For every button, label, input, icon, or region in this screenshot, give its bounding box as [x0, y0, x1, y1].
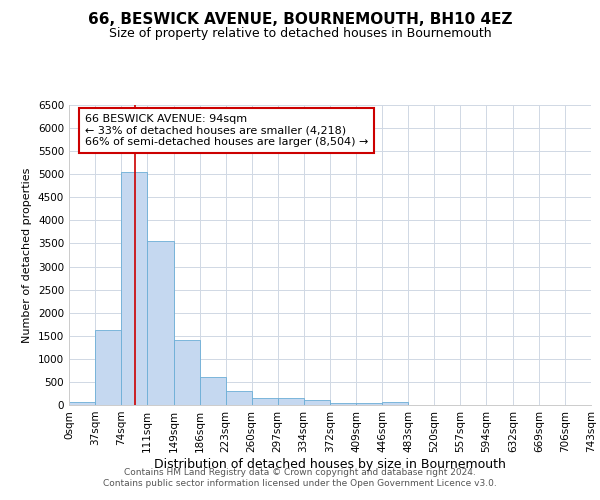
Bar	[331, 402, 356, 405]
Bar	[226, 391, 251, 405]
Text: 66, BESWICK AVENUE, BOURNEMOUTH, BH10 4EZ: 66, BESWICK AVENUE, BOURNEMOUTH, BH10 4E…	[88, 12, 512, 28]
Bar	[95, 330, 121, 405]
Bar	[173, 340, 200, 405]
Bar	[278, 398, 304, 405]
Text: Contains HM Land Registry data © Crown copyright and database right 2024.
Contai: Contains HM Land Registry data © Crown c…	[103, 468, 497, 487]
Bar	[251, 398, 278, 405]
Text: Size of property relative to detached houses in Bournemouth: Size of property relative to detached ho…	[109, 28, 491, 40]
Bar	[200, 377, 226, 405]
Bar	[304, 400, 331, 405]
Text: 66 BESWICK AVENUE: 94sqm
← 33% of detached houses are smaller (4,218)
66% of sem: 66 BESWICK AVENUE: 94sqm ← 33% of detach…	[85, 114, 368, 147]
Bar	[69, 402, 95, 405]
Y-axis label: Number of detached properties: Number of detached properties	[22, 168, 32, 342]
Bar	[147, 240, 173, 405]
Bar	[356, 403, 382, 405]
Bar	[382, 402, 409, 405]
Bar	[121, 172, 147, 405]
X-axis label: Distribution of detached houses by size in Bournemouth: Distribution of detached houses by size …	[154, 458, 506, 470]
